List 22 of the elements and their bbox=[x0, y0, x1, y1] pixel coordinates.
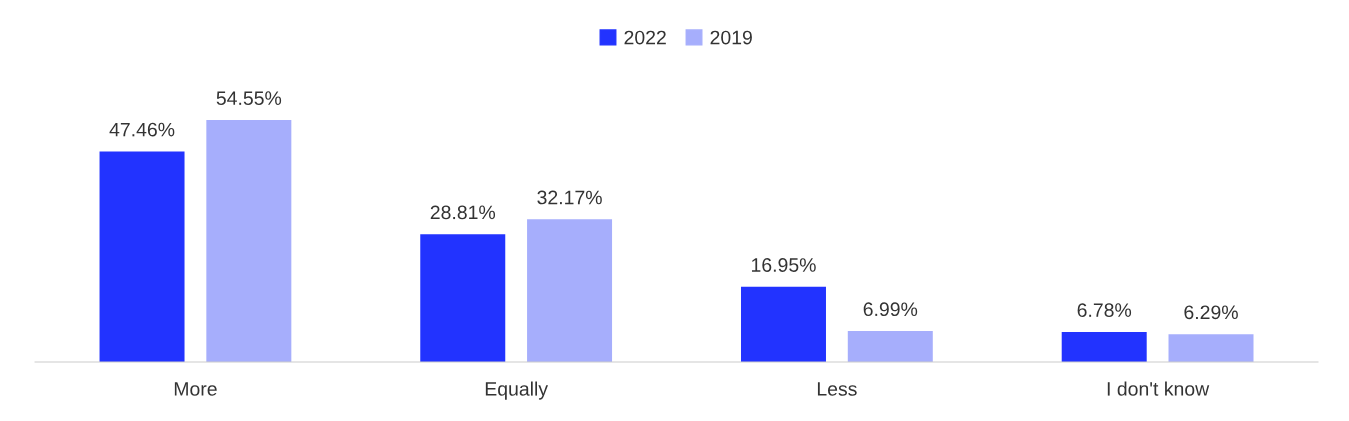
bar bbox=[1168, 334, 1254, 363]
x-tick-label: Less bbox=[817, 382, 857, 396]
bar bbox=[847, 331, 933, 363]
data-label: 54.55% bbox=[216, 91, 282, 106]
bar bbox=[206, 119, 292, 363]
data-label: 28.81% bbox=[430, 205, 496, 220]
bar bbox=[99, 151, 185, 363]
bar bbox=[740, 286, 826, 363]
x-tick-label: I don't know bbox=[1107, 381, 1210, 396]
data-label: 16.95% bbox=[752, 258, 816, 272]
bar bbox=[527, 219, 613, 363]
data-label: 6.99% bbox=[863, 302, 918, 317]
x-tick-label: Equally bbox=[485, 381, 549, 400]
x-tick-label: More bbox=[174, 382, 217, 396]
legend-label: 2019 bbox=[710, 30, 752, 45]
data-label: 47.46% bbox=[109, 122, 175, 137]
data-label: 6.78% bbox=[1077, 303, 1132, 318]
legend-label: 2022 bbox=[624, 30, 666, 45]
data-label: 6.29% bbox=[1184, 305, 1238, 320]
bar bbox=[1061, 331, 1147, 363]
data-label: 32.17% bbox=[537, 190, 602, 205]
bar bbox=[420, 234, 506, 363]
